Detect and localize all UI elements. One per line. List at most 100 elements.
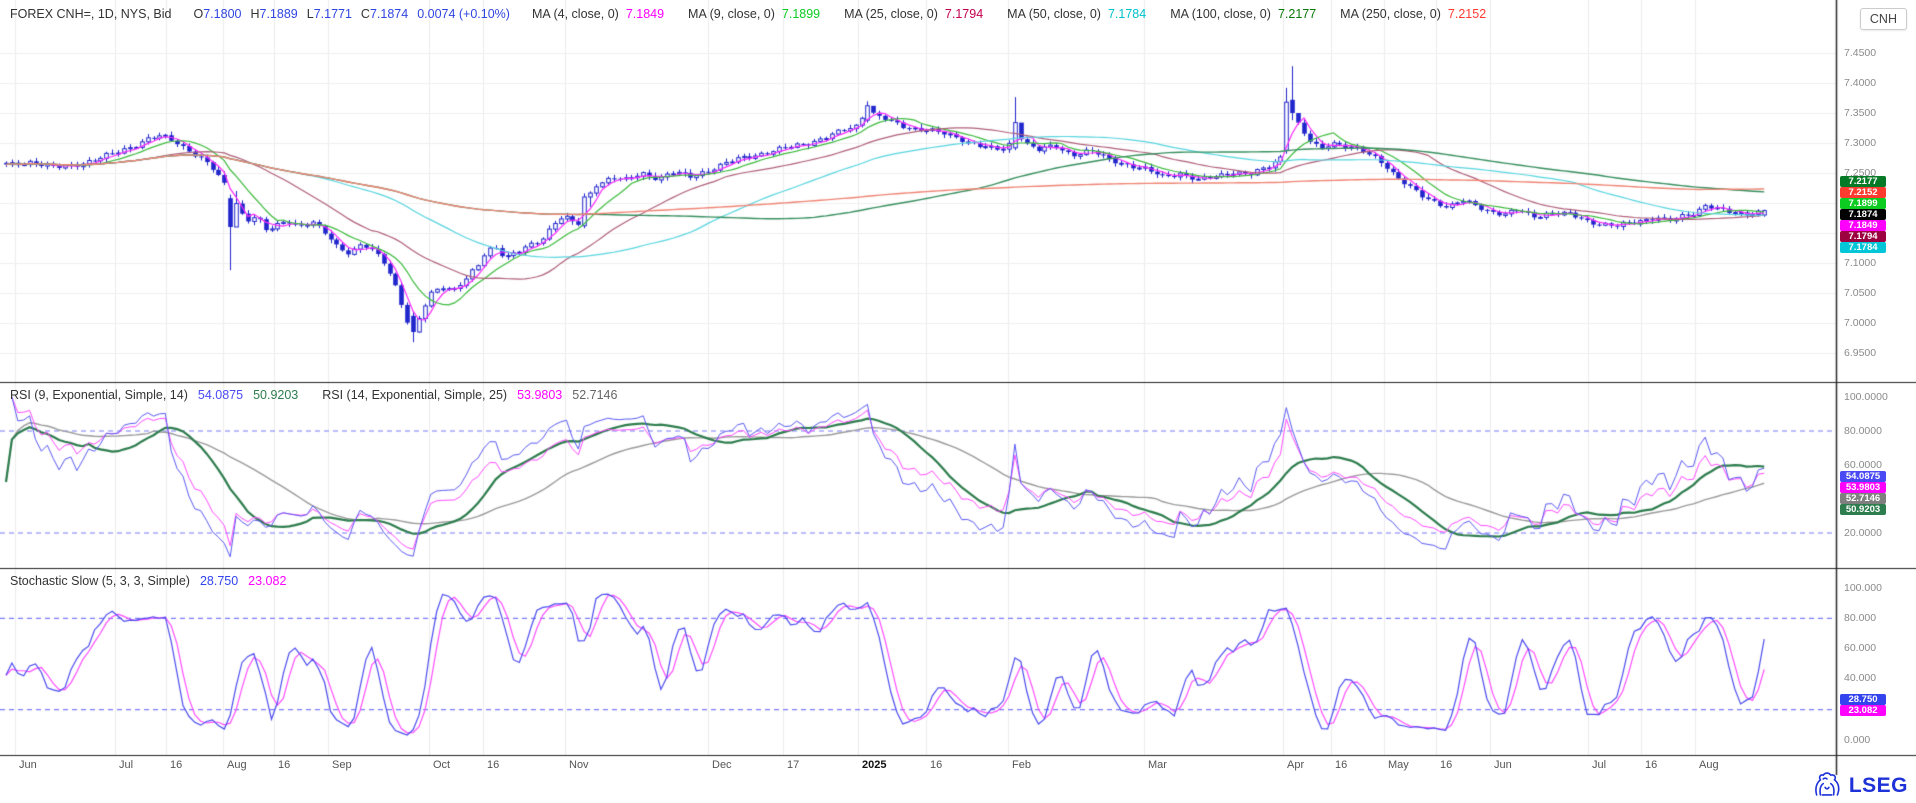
stochastic-header: Stochastic Slow (5, 3, 3, Simple) 28.750… (10, 574, 286, 588)
time-axis-label: 16 (1335, 759, 1348, 771)
ma-legend-item: MA (250, close, 0) 7.2152 (1340, 7, 1486, 21)
ma-legend-item: MA (4, close, 0) 7.1849 (532, 7, 664, 21)
rsi2-value: 53.9803 (517, 388, 563, 402)
lseg-wordmark: LSEG (1848, 773, 1908, 797)
rsi2-title: RSI (14, Exponential, Simple, 25) (322, 388, 508, 402)
ma-legend-item: MA (50, close, 0) 7.1784 (1007, 7, 1146, 21)
time-axis-label: Aug (227, 759, 247, 771)
axis-tick-label: 80.0000 (1844, 425, 1882, 437)
lseg-lion-icon (1814, 772, 1840, 796)
ohlc-fields: O7.1800 H7.1889 L7.1771 C7.1874 0.0074 (+0.1… (194, 7, 510, 21)
ma-legend-value: 7.1899 (781, 7, 821, 21)
ma-legend-item: MA (100, close, 0) 7.2177 (1170, 7, 1316, 21)
time-axis-label: Apr (1287, 759, 1305, 771)
ohlc-field: L7.1771 (307, 7, 352, 21)
axis-tick-label: 7.4500 (1844, 47, 1877, 59)
axis-tick-label: 100.0000 (1844, 391, 1888, 403)
ohlc-field-value: 7.1771 (313, 7, 352, 21)
axis-tick-label: 60.000 (1844, 642, 1877, 654)
ma-legend-value: 7.1849 (625, 7, 665, 21)
price-badge: 7.1899 (1840, 198, 1886, 209)
ohlc-field-prefix: C (360, 7, 370, 21)
ohlc-field-prefix: O (193, 7, 204, 21)
lseg-logo: LSEG (1811, 771, 1908, 800)
time-axis-label: Mar (1148, 759, 1167, 771)
axis-tick-label: 7.0500 (1844, 287, 1877, 299)
axis-tick-label: 7.3000 (1844, 137, 1877, 149)
ma-legend-item: MA (25, close, 0) 7.1794 (844, 7, 983, 21)
axis-tick-label: 7.0000 (1844, 317, 1877, 329)
rsi2-signal-value: 52.7146 (572, 388, 618, 402)
chart-legend-row: FOREX CNH=, 1D, NYS, Bid O7.1800 H7.1889 L… (10, 7, 1486, 21)
ma-legend-label: MA (50, close, 0) (1007, 7, 1101, 21)
axis-tick-label: 7.3500 (1844, 107, 1877, 119)
axis-tick-label: 20.0000 (1844, 527, 1882, 539)
axis-tick-label: 6.9500 (1844, 347, 1877, 359)
axis-tick-label: 40.000 (1844, 672, 1877, 684)
ma-legend-label: MA (9, close, 0) (688, 7, 775, 21)
ma-legend-value: 7.1784 (1107, 7, 1147, 21)
rsi1-value: 54.0875 (197, 388, 244, 402)
time-axis-label: Feb (1012, 759, 1031, 771)
time-axis-label: 17 (787, 759, 800, 771)
axis-tick-label: 0.000 (1844, 734, 1871, 746)
time-axis-label: 16 (1645, 759, 1658, 771)
axis-tick-label: 60.0000 (1844, 459, 1882, 471)
stochastic-d-value: 23.082 (248, 574, 287, 588)
rsi1-title: RSI (9, Exponential, Simple, 14) (10, 388, 188, 402)
time-axis-label: 16 (170, 759, 183, 771)
price-badge: 7.2177 (1840, 176, 1886, 187)
price-badge: 7.2152 (1840, 187, 1886, 198)
price-badge: 52.7146 (1840, 493, 1886, 504)
ma-legend-label: MA (4, close, 0) (531, 7, 619, 21)
axis-tick-label: 7.4000 (1844, 77, 1877, 89)
ma-legend-label: MA (100, close, 0) (1170, 7, 1271, 21)
time-axis-label: Dec (712, 759, 732, 771)
ohlc-field: O7.1800 (194, 7, 242, 21)
ohlc-field: 0.0074 (+0.10%) (417, 7, 510, 21)
ohlc-field-prefix: H (250, 7, 260, 21)
ma-legend-value: 7.2177 (1277, 7, 1317, 21)
time-axis-label: 2025 (862, 759, 887, 771)
axis-tick-label: 100.000 (1844, 582, 1882, 594)
ma-legend-label: MA (250, close, 0) (1340, 7, 1441, 21)
time-axis-label: Jun (19, 759, 37, 771)
price-badge: 7.1784 (1840, 242, 1886, 253)
time-axis-label: 16 (930, 759, 943, 771)
time-axis-label: May (1388, 759, 1409, 771)
time-axis-label: Jun (1494, 759, 1512, 771)
rsi-header: RSI (9, Exponential, Simple, 14) 54.0875… (10, 388, 617, 402)
time-axis-label: Jul (1592, 759, 1607, 771)
ma-legend: MA (4, close, 0) 7.1849 MA (9, close, 0) 7.… (532, 7, 1486, 21)
price-badge: 28.750 (1840, 694, 1886, 705)
time-axis-label: 16 (278, 759, 291, 771)
axis-tick-label: 80.000 (1844, 612, 1877, 624)
ohlc-field: C7.1874 (361, 7, 408, 21)
stochastic-k-value: 28.750 (199, 574, 239, 588)
price-badge: 23.082 (1840, 705, 1886, 716)
ohlc-field-value: 0.0074 (+0.10%) (417, 7, 510, 21)
price-badge: 7.1794 (1840, 231, 1886, 242)
ma-legend-label: MA (25, close, 0) (844, 7, 938, 21)
rsi1-signal-value: 50.9203 (253, 388, 299, 402)
ma-legend-item: MA (9, close, 0) 7.1899 (688, 7, 820, 21)
ohlc-field-prefix: L (306, 7, 314, 21)
ohlc-field: H7.1889 (250, 7, 297, 21)
stochastic-title: Stochastic Slow (5, 3, 3, Simple) (10, 574, 190, 588)
price-badge: 7.1849 (1840, 220, 1886, 231)
time-axis-label: 16 (1440, 759, 1453, 771)
time-axis-label: Nov (569, 759, 589, 771)
price-badge: 53.9803 (1840, 482, 1886, 493)
instrument-title: FOREX CNH=, 1D, NYS, Bid (10, 7, 172, 21)
time-axis-label: Jul (119, 759, 134, 771)
axis-tick-label: 7.1000 (1844, 257, 1877, 269)
price-badge: 7.1874 (1840, 209, 1886, 220)
time-axis-label: Sep (332, 759, 352, 771)
time-axis-label: Oct (433, 759, 451, 771)
time-axis-label: 16 (487, 759, 500, 771)
symbol-search-box[interactable]: CNH (1859, 8, 1907, 30)
ohlc-field-value: 7.1874 (369, 7, 409, 21)
ohlc-field-value: 7.1800 (203, 7, 242, 21)
